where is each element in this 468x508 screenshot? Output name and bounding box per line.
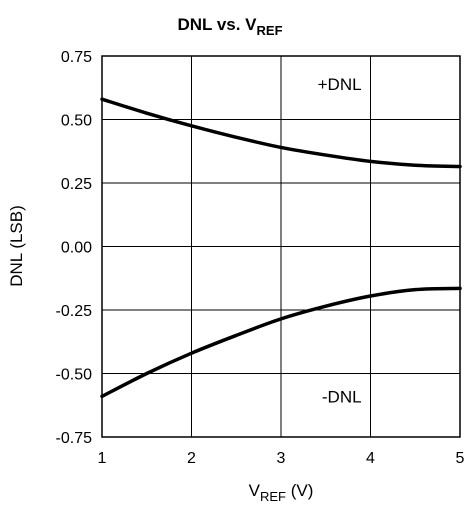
y-tick-label: -0.75 xyxy=(56,430,93,447)
x-axis-label: VREF (V) xyxy=(249,481,314,504)
annotation-plus-dnl: +DNL xyxy=(318,75,362,94)
y-tick-label: -0.50 xyxy=(56,367,93,384)
x-tick-label: 3 xyxy=(277,450,286,467)
x-tick-labels: 1 2 3 4 5 xyxy=(98,450,465,467)
chart-title: DNL vs. VREF xyxy=(177,15,282,38)
series-lines xyxy=(100,97,462,399)
y-tick-label: 0.50 xyxy=(61,113,92,130)
y-tick-label: 0.00 xyxy=(61,240,92,257)
annotations: +DNL -DNL xyxy=(318,75,362,406)
x-tick-label: 1 xyxy=(98,450,107,467)
y-tick-label: 0.25 xyxy=(61,176,92,193)
grid xyxy=(101,55,461,438)
x-tick-label: 5 xyxy=(456,450,465,467)
y-tick-labels: 0.75 0.50 0.25 0.00 -0.25 -0.50 -0.75 xyxy=(56,49,93,447)
x-tick-label: 4 xyxy=(366,450,375,467)
plot-frame xyxy=(101,55,461,438)
y-axis-label: DNL (LSB) xyxy=(7,205,26,287)
annotation-minus-dnl: -DNL xyxy=(322,387,362,406)
x-tick-label: 2 xyxy=(187,450,196,467)
series-line-minus-dnl xyxy=(100,286,462,399)
series-line-plus-dnl xyxy=(100,97,462,169)
y-tick-label: 0.75 xyxy=(61,49,92,66)
y-tick-label: -0.25 xyxy=(56,303,93,320)
